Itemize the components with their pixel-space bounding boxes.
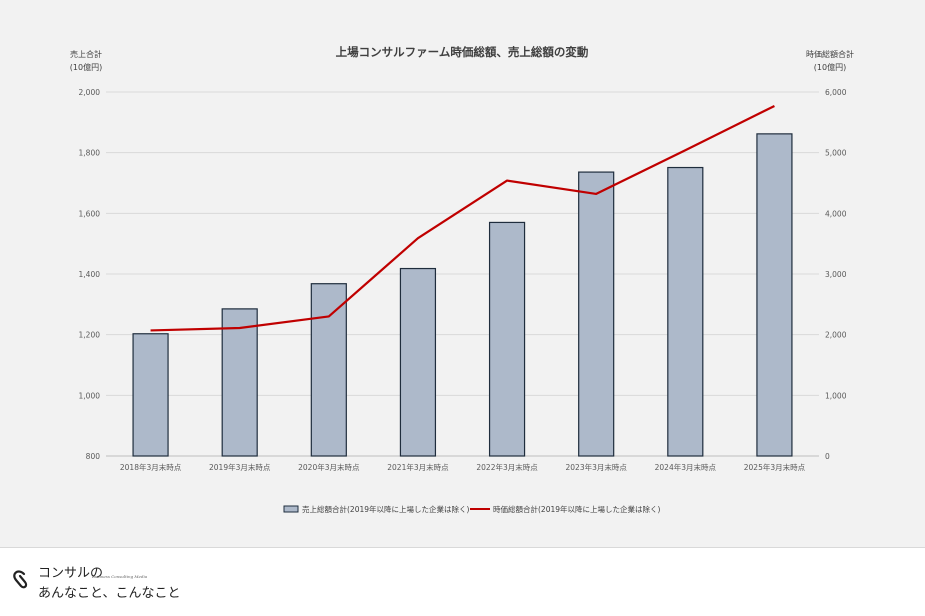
bar-sales-2024年3月末時点 bbox=[667, 166, 704, 457]
x-tick-label: 2022年3月末時点 bbox=[476, 462, 538, 472]
bar-sales-2020年3月末時点 bbox=[310, 283, 347, 457]
y-right-tick-label: 4,000 bbox=[825, 209, 847, 218]
chart-title: 上場コンサルファーム時価総額、売上総額の変動 bbox=[336, 45, 589, 59]
line-market-cap bbox=[150, 104, 775, 332]
chart-svg: 800 1,000 1,200 1,400 1,600 1,800 2,000 0 1,000 2… bbox=[70, 45, 854, 514]
chart-panel: 800 1,000 1,200 1,400 1,600 1,800 2,000 0 1,000 2… bbox=[0, 0, 925, 548]
x-tick-label: 2019年3月末時点 bbox=[209, 462, 271, 472]
y-left-tick-label: 1,200 bbox=[79, 331, 101, 340]
paperclip-logo-icon bbox=[13, 570, 28, 589]
brand-line2: あんなこと、こんなこと bbox=[38, 586, 181, 601]
bar-sales-2025年3月末時点 bbox=[756, 133, 793, 457]
x-tick-label: 2024年3月末時点 bbox=[655, 462, 717, 472]
y-left-axis-unit: (10億円) bbox=[70, 62, 102, 72]
y-left-tick-label: 1,000 bbox=[79, 391, 101, 400]
x-tick-label: 2021年3月末時点 bbox=[387, 462, 449, 472]
legend-swatch-sales bbox=[283, 505, 299, 513]
y-left-tick-label: 800 bbox=[86, 452, 101, 461]
y-left-axis-label: 売上合計 bbox=[70, 49, 102, 59]
legend-label-sales: 売上総額合計(2019年以降に上場した企業は除く) bbox=[302, 504, 470, 514]
y-right-axis-label: 時価総額合計 bbox=[806, 49, 854, 59]
x-tick-label: 2023年3月末時点 bbox=[566, 462, 628, 472]
y-left-tick-label: 1,400 bbox=[79, 270, 101, 279]
bar-sales-2022年3月末時点 bbox=[488, 221, 526, 457]
brand-subtitle: Business Consulting Media bbox=[92, 574, 148, 579]
y-right-tick-label: 3,000 bbox=[825, 270, 847, 279]
y-right-tick-label: 5,000 bbox=[825, 149, 847, 158]
brand-logo-block: コンサルの Business Consulting Media あんなこと、こん… bbox=[10, 560, 310, 610]
bar-sales-2019年3月末時点 bbox=[221, 308, 258, 457]
y-left-tick-label: 2,000 bbox=[79, 88, 101, 97]
y-right-tick-label: 2,000 bbox=[825, 331, 847, 340]
y-right-tick-label: 0 bbox=[825, 452, 830, 461]
y-left-tick-label: 1,600 bbox=[79, 209, 101, 218]
x-tick-label: 2020年3月末時点 bbox=[298, 462, 360, 472]
bar-sales-2021年3月末時点 bbox=[399, 267, 437, 457]
x-tick-label: 2025年3月末時点 bbox=[744, 462, 806, 472]
brand-line1: コンサルの bbox=[38, 566, 104, 581]
x-tick-label: 2018年3月末時点 bbox=[120, 462, 182, 472]
y-right-tick-label: 1,000 bbox=[825, 391, 847, 400]
y-right-axis-unit: (10億円) bbox=[814, 62, 846, 72]
y-left-tick-label: 1,800 bbox=[79, 149, 101, 158]
bar-sales-2018年3月末時点 bbox=[132, 333, 169, 457]
legend-label-market-cap: 時価総額合計(2019年以降に上場した企業は除く) bbox=[493, 504, 661, 514]
bar-sales-2023年3月末時点 bbox=[578, 171, 615, 457]
y-right-tick-label: 6,000 bbox=[825, 88, 847, 97]
